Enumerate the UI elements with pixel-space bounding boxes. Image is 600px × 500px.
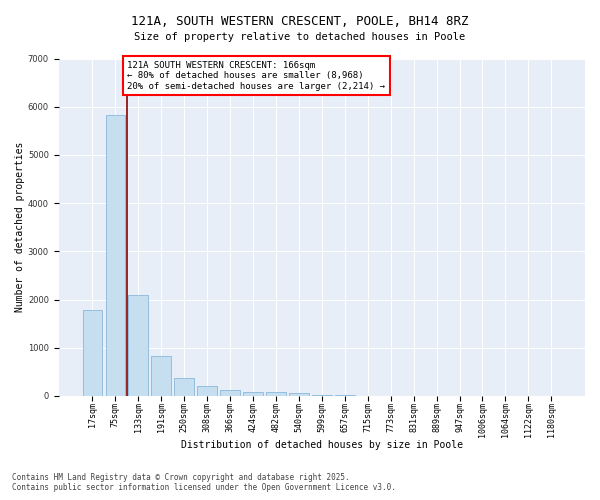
Bar [128, 295, 148, 396]
Bar [175, 378, 194, 396]
Bar [335, 395, 355, 396]
Bar [83, 310, 102, 396]
Bar [266, 392, 286, 396]
X-axis label: Distribution of detached houses by size in Poole: Distribution of detached houses by size … [181, 440, 463, 450]
Text: Contains HM Land Registry data © Crown copyright and database right 2025.
Contai: Contains HM Land Registry data © Crown c… [12, 473, 396, 492]
Bar [312, 394, 332, 396]
Bar [106, 116, 125, 396]
Text: 121A SOUTH WESTERN CRESCENT: 166sqm
← 80% of detached houses are smaller (8,968): 121A SOUTH WESTERN CRESCENT: 166sqm ← 80… [127, 61, 385, 90]
Text: Size of property relative to detached houses in Poole: Size of property relative to detached ho… [134, 32, 466, 42]
Bar [220, 390, 240, 396]
Text: 121A, SOUTH WESTERN CRESCENT, POOLE, BH14 8RZ: 121A, SOUTH WESTERN CRESCENT, POOLE, BH1… [131, 15, 469, 28]
Bar [289, 394, 308, 396]
Bar [197, 386, 217, 396]
Y-axis label: Number of detached properties: Number of detached properties [15, 142, 25, 312]
Bar [243, 392, 263, 396]
Bar [151, 356, 171, 396]
